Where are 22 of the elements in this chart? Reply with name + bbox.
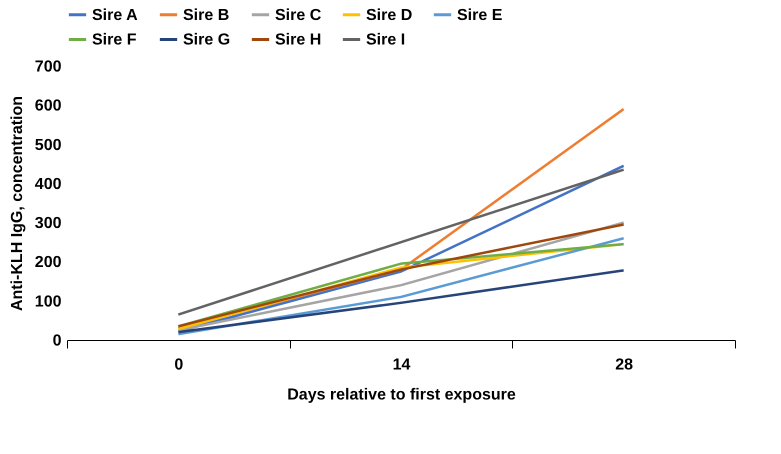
legend-label: Sire G [183,32,230,48]
legend-label: Sire E [457,6,503,24]
y-tick-label: 100 [34,293,62,310]
x-tick-label: 14 [392,356,410,374]
legend-label: Sire A [92,6,138,24]
y-axis-title: Anti-KLH IgG, concentration [8,96,26,312]
y-tick-label: 300 [34,215,62,232]
legend-label: Sire B [183,6,230,24]
x-tick-label: 28 [615,356,634,374]
legend-label: Sire I [366,32,406,48]
legend-label: Sire C [275,6,322,24]
legend-label: Sire F [92,32,137,48]
y-tick-label: 400 [34,176,62,193]
y-tick-label: 0 [52,332,62,350]
y-tick-label: 700 [34,58,62,76]
y-tick-label: 600 [34,98,62,115]
legend-label: Sire D [366,6,412,24]
y-tick-label: 500 [34,136,62,154]
x-tick-label: 0 [174,356,184,374]
y-tick-label: 200 [34,254,62,272]
legend-label: Sire H [275,32,322,48]
x-axis-title: Days relative to first exposure [287,386,516,404]
